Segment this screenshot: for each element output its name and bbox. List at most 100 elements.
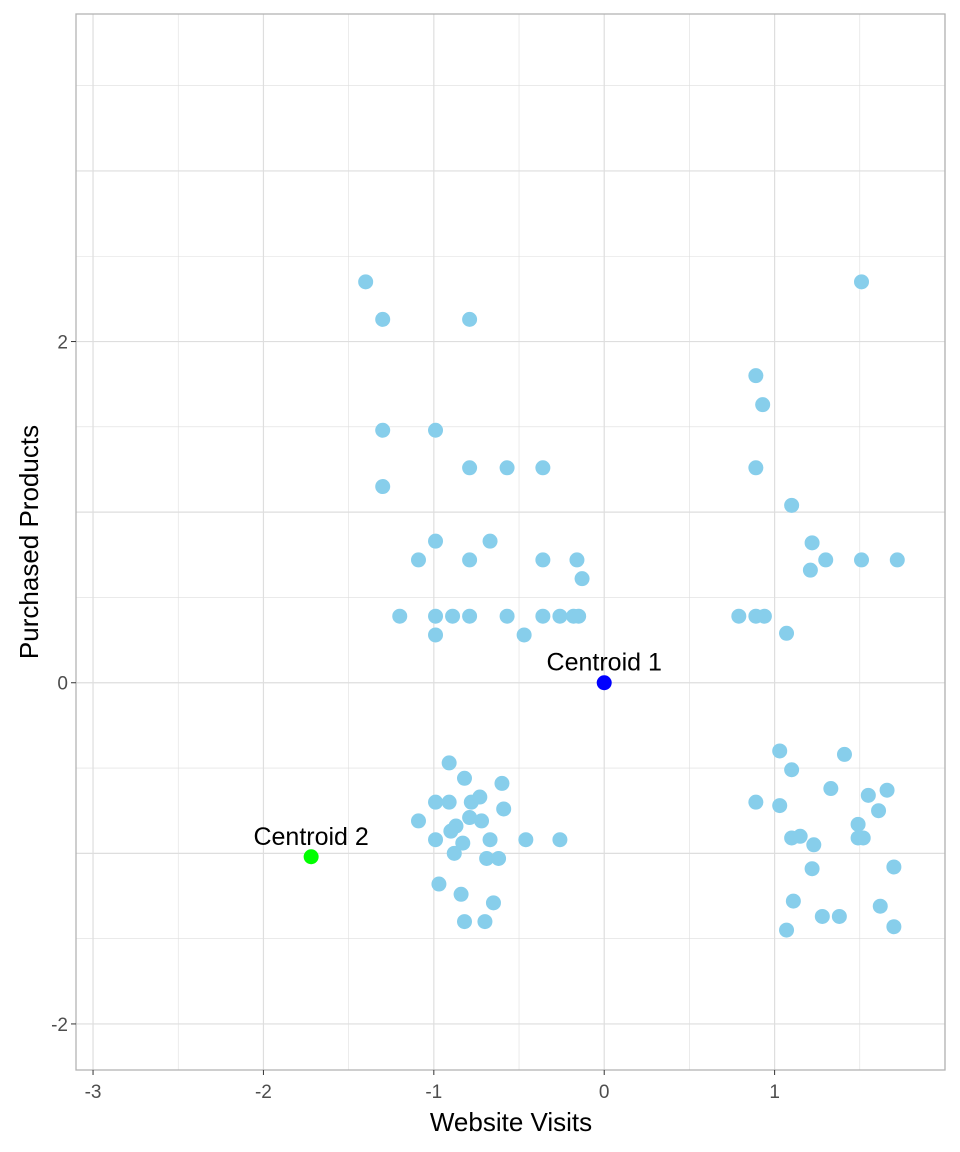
data-point bbox=[784, 762, 800, 778]
y-tick-label: 0 bbox=[57, 674, 68, 695]
x-axis-title: Website Visits bbox=[430, 1107, 592, 1137]
data-point bbox=[443, 823, 459, 839]
data-point bbox=[814, 908, 830, 924]
data-point bbox=[375, 311, 391, 327]
y-tick-label: 2 bbox=[57, 333, 68, 354]
data-point bbox=[499, 460, 515, 476]
data-point bbox=[462, 460, 478, 476]
centroids: Centroid 1 Centroid 2 bbox=[253, 649, 662, 865]
data-point bbox=[428, 832, 444, 848]
data-point bbox=[485, 895, 501, 911]
data-point bbox=[358, 274, 374, 290]
data-point bbox=[836, 746, 852, 762]
data-point bbox=[748, 794, 764, 810]
data-point bbox=[472, 789, 488, 805]
data-point bbox=[755, 397, 771, 413]
data-point bbox=[552, 608, 568, 624]
data-point bbox=[462, 608, 478, 624]
data-point bbox=[428, 533, 444, 549]
data-point bbox=[477, 914, 493, 930]
data-point bbox=[494, 775, 510, 791]
data-point bbox=[516, 627, 532, 643]
data-point bbox=[456, 770, 472, 786]
data-point bbox=[886, 859, 902, 875]
data-point bbox=[772, 798, 788, 814]
x-tick-label: 1 bbox=[769, 1082, 780, 1103]
data-point bbox=[392, 608, 408, 624]
data-point bbox=[441, 794, 457, 810]
data-point bbox=[850, 816, 866, 832]
data-point bbox=[804, 535, 820, 551]
data-point bbox=[375, 422, 391, 438]
data-point bbox=[802, 562, 818, 578]
data-point bbox=[785, 893, 801, 909]
data-point bbox=[428, 794, 444, 810]
data-point bbox=[792, 828, 808, 844]
data-point bbox=[731, 608, 747, 624]
data-point bbox=[375, 479, 391, 495]
data-point bbox=[855, 830, 871, 846]
data-point bbox=[872, 898, 888, 914]
data-point bbox=[806, 837, 822, 853]
data-point bbox=[886, 919, 902, 935]
data-point bbox=[818, 552, 834, 568]
data-point bbox=[431, 876, 447, 892]
data-point bbox=[428, 627, 444, 643]
centroid-point-1 bbox=[596, 675, 612, 691]
y-tick-label: -2 bbox=[51, 1015, 68, 1036]
data-points bbox=[358, 274, 905, 938]
plot-border bbox=[75, 13, 946, 1071]
data-point bbox=[479, 850, 495, 866]
data-point bbox=[428, 422, 444, 438]
data-point bbox=[535, 552, 551, 568]
data-point bbox=[445, 608, 461, 624]
data-point bbox=[571, 608, 587, 624]
data-point bbox=[748, 368, 764, 384]
data-point bbox=[860, 787, 876, 803]
data-point bbox=[574, 571, 590, 587]
data-point bbox=[446, 845, 462, 861]
data-point bbox=[871, 803, 887, 819]
data-point bbox=[772, 743, 788, 759]
data-point bbox=[854, 274, 870, 290]
data-point bbox=[482, 832, 498, 848]
data-point bbox=[823, 781, 839, 797]
data-point bbox=[428, 608, 444, 624]
data-point bbox=[462, 810, 478, 826]
data-point bbox=[779, 625, 795, 641]
centroid-label-2: Centroid 2 bbox=[253, 823, 368, 851]
data-point bbox=[455, 835, 471, 851]
data-point bbox=[748, 460, 764, 476]
data-point bbox=[535, 608, 551, 624]
data-point bbox=[889, 552, 905, 568]
data-point bbox=[456, 914, 472, 930]
x-tick-label: 0 bbox=[599, 1082, 610, 1103]
y-axis-title: Purchased Products bbox=[14, 425, 44, 659]
data-point bbox=[491, 850, 507, 866]
data-point bbox=[784, 497, 800, 513]
x-tick-label: -2 bbox=[255, 1082, 272, 1103]
data-point bbox=[756, 608, 772, 624]
data-point bbox=[499, 608, 515, 624]
data-point bbox=[410, 813, 426, 829]
data-point bbox=[474, 813, 490, 829]
data-point bbox=[854, 552, 870, 568]
data-point bbox=[804, 861, 820, 877]
data-point bbox=[462, 311, 478, 327]
data-point bbox=[518, 832, 534, 848]
x-tick-label: -1 bbox=[425, 1082, 442, 1103]
data-point bbox=[441, 755, 457, 771]
data-point bbox=[779, 922, 795, 938]
data-point bbox=[462, 552, 478, 568]
x-tick-label: -3 bbox=[85, 1082, 102, 1103]
centroid-label-1: Centroid 1 bbox=[547, 649, 662, 677]
data-point bbox=[569, 552, 585, 568]
data-point bbox=[482, 533, 498, 549]
data-point bbox=[496, 801, 512, 817]
data-point bbox=[535, 460, 551, 476]
tick-labels: -3 -2 -1 0 1 -2 0 2 bbox=[51, 333, 780, 1103]
data-point bbox=[410, 552, 426, 568]
data-point bbox=[879, 782, 895, 798]
data-point bbox=[453, 886, 469, 902]
